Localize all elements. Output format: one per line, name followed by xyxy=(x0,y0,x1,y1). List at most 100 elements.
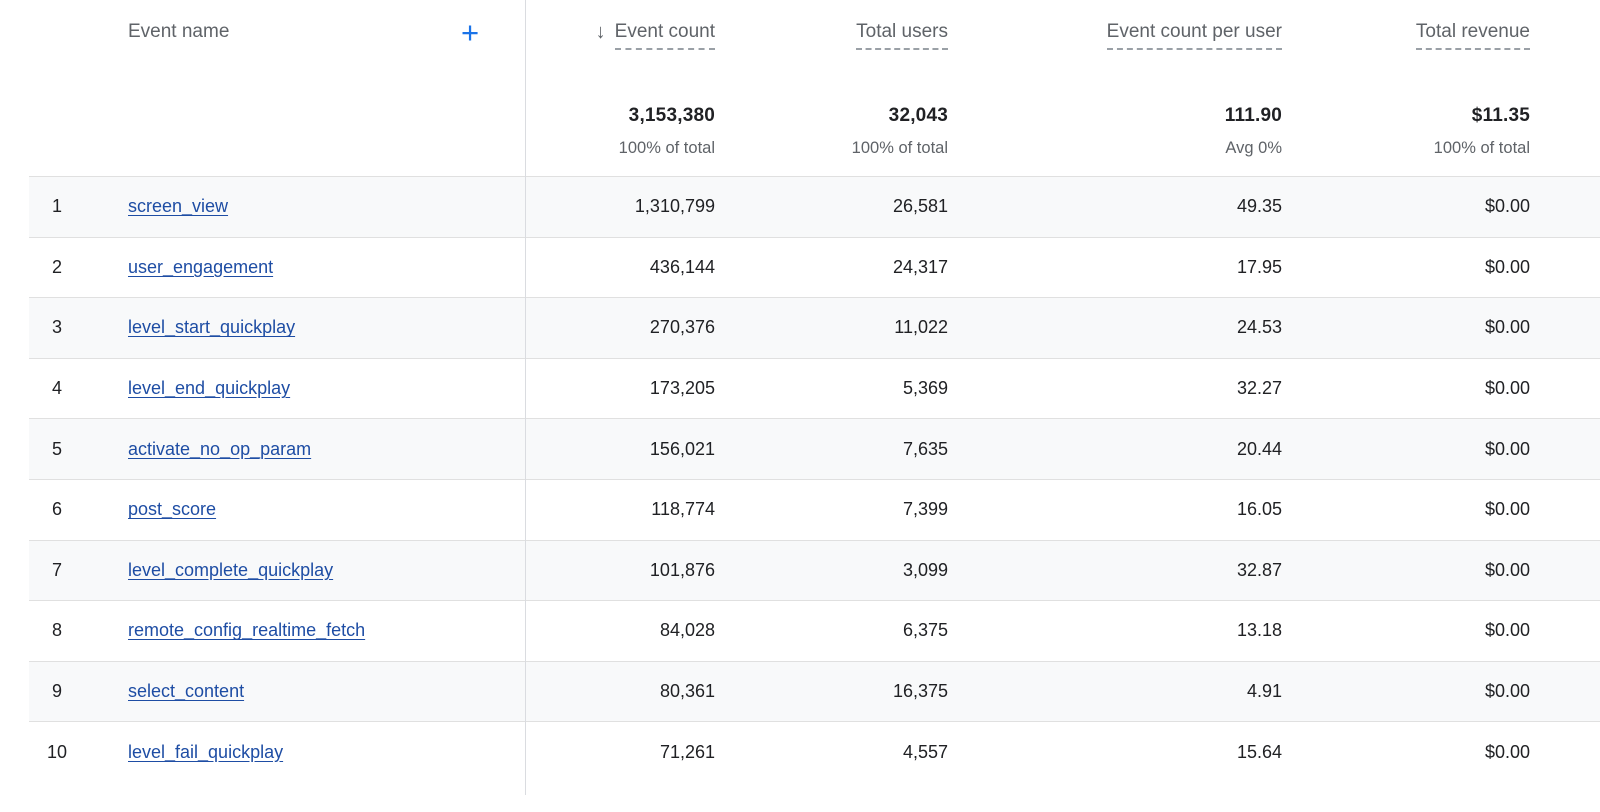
column-header-label: Total users xyxy=(856,20,948,50)
event-name-cell: post_score xyxy=(85,499,525,520)
total-revenue-cell: $0.00 xyxy=(1484,196,1530,217)
sort-header-total-revenue[interactable]: Total revenue xyxy=(1415,20,1530,50)
total-total-revenue: $11.35 xyxy=(1471,105,1530,126)
event-name-link[interactable]: user_engagement xyxy=(128,256,274,277)
total-users-cell: 5,369 xyxy=(902,378,948,399)
event-name-link[interactable]: level_end_quickplay xyxy=(128,378,291,399)
event-count-per-user-cell: 32.87 xyxy=(1236,559,1282,580)
subtotal-event-count-per-user: Avg 0% xyxy=(1225,139,1282,157)
event-count-cell: 270,376 xyxy=(649,317,715,338)
table-row: 2 user_engagement 436,144 24,317 17.95 $… xyxy=(29,236,1600,298)
row-index: 5 xyxy=(51,438,62,459)
column-header-label: Event count per user xyxy=(1106,20,1282,50)
event-count-per-user-cell: 24.53 xyxy=(1236,317,1282,338)
sort-header-event-count-per-user[interactable]: Event count per user xyxy=(1106,20,1282,50)
column-total-revenue: Total revenue $11.35 100% of total xyxy=(1282,0,1530,158)
subtotal-total-revenue: 100% of total xyxy=(1433,139,1530,157)
total-users-cell: 26,581 xyxy=(892,196,948,217)
sort-header-event-count[interactable]: ↓ Event count xyxy=(596,20,715,50)
total-revenue-cell: $0.00 xyxy=(1484,317,1530,338)
total-revenue-cell: $0.00 xyxy=(1484,620,1530,641)
row-index: 3 xyxy=(51,317,62,338)
event-name-link[interactable]: select_content xyxy=(128,681,245,702)
total-revenue-cell: $0.00 xyxy=(1484,499,1530,520)
row-index: 8 xyxy=(51,620,62,641)
column-event-count: ↓ Event count 3,153,380 100% of total xyxy=(525,0,715,158)
row-index: 2 xyxy=(51,256,62,277)
table-row: 1 screen_view 1,310,799 26,581 49.35 $0.… xyxy=(29,176,1600,237)
sort-header-total-users[interactable]: Total users xyxy=(856,20,948,50)
total-event-count-per-user: 111.90 xyxy=(1224,105,1282,126)
event-count-cell: 173,205 xyxy=(649,378,715,399)
total-users-cell: 7,399 xyxy=(902,499,948,520)
total-users-cell: 24,317 xyxy=(892,256,948,277)
event-count-per-user-cell: 4.91 xyxy=(1246,681,1282,702)
subtotal-total-users: 100% of total xyxy=(851,139,948,157)
event-count-per-user-cell: 49.35 xyxy=(1236,196,1282,217)
event-name-link[interactable]: level_fail_quickplay xyxy=(128,741,284,762)
metric-headers: ↓ Event count 3,153,380 100% of total To… xyxy=(525,0,1530,158)
event-name-cell: user_engagement xyxy=(85,257,525,278)
event-name-link[interactable]: screen_view xyxy=(128,196,229,217)
column-header-label: Total revenue xyxy=(1415,20,1530,50)
event-count-cell: 80,361 xyxy=(659,681,715,702)
total-revenue-cell: $0.00 xyxy=(1484,559,1530,580)
row-index: 4 xyxy=(51,378,62,399)
event-count-cell: 118,774 xyxy=(651,499,715,520)
event-name-cell: level_fail_quickplay xyxy=(85,742,525,763)
event-count-cell: 156,021 xyxy=(649,438,715,459)
event-name-cell: level_complete_quickplay xyxy=(85,560,525,581)
event-count-per-user-cell: 13.18 xyxy=(1236,620,1282,641)
event-name-cell: level_end_quickplay xyxy=(85,378,525,399)
table-row: 10 level_fail_quickplay 71,261 4,557 15.… xyxy=(29,721,1600,782)
total-revenue-cell: $0.00 xyxy=(1484,741,1530,762)
row-index: 9 xyxy=(51,681,62,702)
subtotal-event-count: 100% of total xyxy=(618,139,715,157)
table-row: 6 post_score 118,774 7,399 16.05 $0.00 xyxy=(29,478,1600,540)
event-count-per-user-cell: 20.44 xyxy=(1236,438,1282,459)
event-name-cell: remote_config_realtime_fetch xyxy=(85,620,525,641)
event-count-cell: 71,261 xyxy=(659,741,715,762)
total-revenue-cell: $0.00 xyxy=(1484,681,1530,702)
event-name-link[interactable]: remote_config_realtime_fetch xyxy=(128,620,366,641)
event-name-link[interactable]: level_start_quickplay xyxy=(128,317,296,338)
event-name-link[interactable]: post_score xyxy=(128,499,217,520)
event-count-per-user-cell: 17.95 xyxy=(1236,256,1282,277)
table-row: 9 select_content 80,361 16,375 4.91 $0.0… xyxy=(29,660,1600,722)
event-count-per-user-cell: 16.05 xyxy=(1236,499,1282,520)
column-total-users: Total users 32,043 100% of total xyxy=(715,0,948,158)
event-name-cell: activate_no_op_param xyxy=(85,439,525,460)
sort-descending-icon: ↓ xyxy=(595,21,606,43)
plus-icon: + xyxy=(460,14,480,50)
event-name-link[interactable]: level_complete_quickplay xyxy=(128,559,334,580)
total-event-count: 3,153,380 xyxy=(628,105,715,126)
event-count-per-user-cell: 32.27 xyxy=(1236,378,1282,399)
event-name-cell: screen_view xyxy=(85,196,525,217)
row-index: 7 xyxy=(51,559,62,580)
total-total-users: 32,043 xyxy=(888,105,948,126)
total-users-cell: 3,099 xyxy=(902,559,948,580)
total-users-cell: 4,557 xyxy=(902,741,948,762)
total-users-cell: 7,635 xyxy=(902,438,948,459)
total-users-cell: 16,375 xyxy=(892,681,948,702)
total-users-cell: 6,375 xyxy=(902,620,948,641)
event-count-cell: 436,144 xyxy=(649,256,715,277)
table-row: 7 level_complete_quickplay 101,876 3,099… xyxy=(29,539,1600,601)
total-revenue-cell: $0.00 xyxy=(1484,438,1530,459)
total-users-cell: 11,022 xyxy=(894,317,948,338)
table-row: 4 level_end_quickplay 173,205 5,369 32.2… xyxy=(29,357,1600,419)
event-name-cell: level_start_quickplay xyxy=(85,317,525,338)
add-column-button[interactable]: + xyxy=(448,10,492,54)
total-revenue-cell: $0.00 xyxy=(1484,256,1530,277)
event-count-cell: 1,310,799 xyxy=(634,196,715,217)
event-count-cell: 84,028 xyxy=(659,620,715,641)
event-name-cell: select_content xyxy=(85,681,525,702)
column-header-label: Event count xyxy=(614,20,715,50)
table-row: 3 level_start_quickplay 270,376 11,022 2… xyxy=(29,297,1600,358)
row-index: 10 xyxy=(46,741,68,762)
table-row: 5 activate_no_op_param 156,021 7,635 20.… xyxy=(29,418,1600,479)
event-name-link[interactable]: activate_no_op_param xyxy=(128,438,312,459)
table-row: 8 remote_config_realtime_fetch 84,028 6,… xyxy=(29,600,1600,661)
row-index: 1 xyxy=(51,196,62,217)
